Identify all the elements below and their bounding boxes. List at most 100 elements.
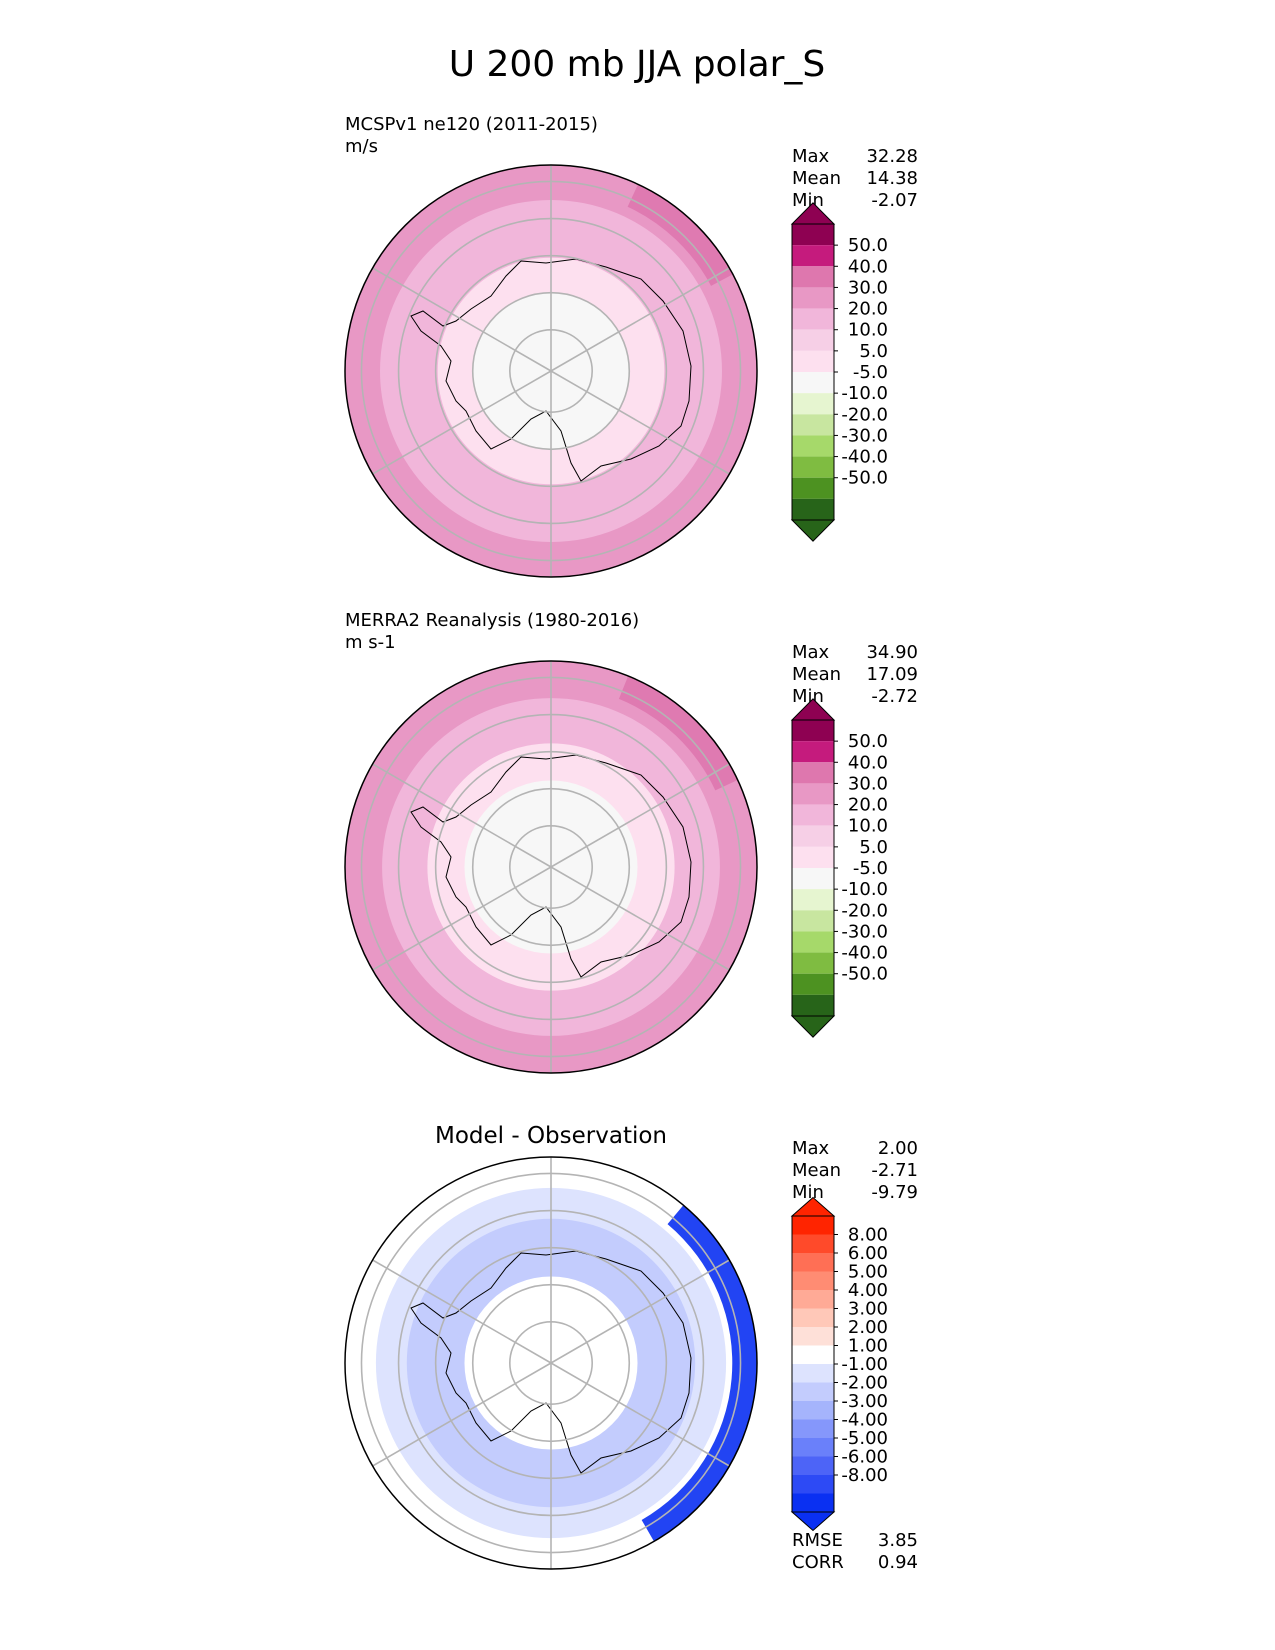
map-boundary <box>344 660 758 1074</box>
colorbar-tick-label: -10.0 <box>841 879 888 900</box>
jet-core-contour <box>618 672 742 791</box>
colorbar-tick-label: -1.00 <box>841 1354 888 1375</box>
stat-min-value: -9.79 <box>871 1182 918 1203</box>
colorbar-tick-label: -50.0 <box>841 964 888 985</box>
antarctica-coastline <box>410 1250 692 1474</box>
colorbar-tick-label: -2.00 <box>841 1373 888 1394</box>
meridian-120 <box>550 1362 730 1467</box>
colorbar-tick-label: -6.00 <box>841 1447 888 1468</box>
colorbar-tick-label: 40.0 <box>848 256 888 277</box>
polar-map-reference <box>344 660 758 1074</box>
colorbar-segment-8 <box>792 393 834 415</box>
colorbar-segment-13 <box>792 1456 834 1475</box>
colorbar-extend-bottom <box>790 519 836 542</box>
stat-mean-value: -2.71 <box>871 1160 918 1181</box>
map-field <box>345 661 757 1073</box>
colorbar-tick-label: -20.0 <box>841 900 888 921</box>
colorbar-tick-label: 40.0 <box>848 752 888 773</box>
colorbar-segment-15 <box>792 1493 834 1512</box>
colorbar-tick-label: 20.0 <box>848 299 888 320</box>
colorbar-tick-label: -40.0 <box>841 447 888 468</box>
colorbar-segment-9 <box>792 910 834 932</box>
colorbar-segment-2 <box>792 762 834 784</box>
colorbar-tick-label: -8.00 <box>841 1465 888 1486</box>
colorbar-segment-12 <box>792 477 834 499</box>
colorbar-segment-11 <box>792 1419 834 1438</box>
colorbar-tick-label: 2.00 <box>848 1317 888 1338</box>
stat-label-min: Min <box>792 1182 824 1203</box>
panel-difference-title: Model - Observation <box>435 1123 667 1149</box>
stat-mean-value: 17.09 <box>866 664 918 685</box>
colorbar-segment-0 <box>792 1216 834 1235</box>
panel-reference-title: MERRA2 Reanalysis (1980-2016) <box>345 610 639 631</box>
colorbar-difference: 8.006.005.004.003.002.001.00-1.00-2.00-3… <box>790 1196 888 1532</box>
stat-min-value: -2.07 <box>871 190 918 211</box>
meridian-60 <box>550 267 730 372</box>
colorbar-tick-label: -40.0 <box>841 943 888 964</box>
colorbar-segment-8 <box>792 1364 834 1383</box>
colorbar-segment-3 <box>792 1271 834 1290</box>
colorbar-segment-10 <box>792 931 834 953</box>
stat-label-max: Max <box>792 1138 830 1159</box>
colorbar-segment-1 <box>792 245 834 267</box>
colorbar-tick-label: -10.0 <box>841 383 888 404</box>
map-field <box>345 1157 757 1569</box>
colorbar-segment-10 <box>792 1401 834 1420</box>
colorbar-segment-12 <box>792 973 834 995</box>
panel-reference: MERRA2 Reanalysis (1980-2016) m s-1 Max … <box>344 610 918 1074</box>
colorbar-segment-13 <box>792 498 834 520</box>
colorbar-tick-label: 8.00 <box>848 1225 888 1246</box>
colorbar-segment-1 <box>792 1234 834 1253</box>
colorbar-tick-label: -5.00 <box>841 1428 888 1449</box>
colorbar-tick-label: 5.00 <box>848 1262 888 1283</box>
colorbar-tick-label: 6.00 <box>848 1243 888 1264</box>
colorbar-segment-1 <box>792 741 834 763</box>
colorbar-tick-label: 3.00 <box>848 1299 888 1320</box>
panel-reference-units: m s-1 <box>345 632 396 653</box>
meridian-60 <box>550 763 730 868</box>
colorbar-segment-8 <box>792 889 834 911</box>
meridian-120 <box>550 370 730 475</box>
colorbar-tick-label: -30.0 <box>841 921 888 942</box>
map-boundary <box>344 1156 758 1570</box>
metric-rmse-value: 3.85 <box>878 1530 918 1551</box>
colorbar-segment-9 <box>792 1382 834 1401</box>
colorbar-tick-label: -3.00 <box>841 1391 888 1412</box>
colorbar-segment-0 <box>792 224 834 246</box>
metric-corr-value: 0.94 <box>878 1552 918 1573</box>
panel-test-title: MCSPv1 ne120 (2011-2015) <box>345 114 598 135</box>
stat-label-max: Max <box>792 642 830 663</box>
meridian-300 <box>372 1259 552 1364</box>
colorbar-reference: 50.040.030.020.010.05.0-5.0-10.0-20.0-30… <box>790 698 888 1038</box>
colorbar-segment-14 <box>792 1475 834 1494</box>
polar-map-difference <box>344 1156 758 1570</box>
stat-label-mean: Mean <box>792 1160 841 1181</box>
metric-label-corr: CORR <box>792 1552 844 1573</box>
jet-core-contour <box>641 1202 757 1545</box>
colorbar-segment-5 <box>792 329 834 351</box>
panel-test: MCSPv1 ne120 (2011-2015) m/s Max Mean Mi… <box>344 114 918 578</box>
map-field <box>345 165 757 577</box>
stat-label-mean: Mean <box>792 168 841 189</box>
colorbar-segment-2 <box>792 1253 834 1272</box>
stat-label-mean: Mean <box>792 664 841 685</box>
stat-min-value: -2.72 <box>871 686 918 707</box>
colorbar-segment-4 <box>792 804 834 826</box>
colorbar-segment-0 <box>792 720 834 742</box>
panel-difference: Model - Observation Max Mean Min 2.00 -2… <box>344 1123 918 1573</box>
metric-label-rmse: RMSE <box>792 1530 843 1551</box>
colorbar-extend-bottom <box>790 1015 836 1038</box>
map-boundary <box>344 164 758 578</box>
colorbar-tick-label: -4.00 <box>841 1410 888 1431</box>
colorbar-tick-label: 1.00 <box>848 1336 888 1357</box>
colorbar-segment-11 <box>792 952 834 974</box>
colorbar-tick-label: -30.0 <box>841 425 888 446</box>
colorbar-tick-label: 10.0 <box>848 320 888 341</box>
meridian-300 <box>372 267 552 372</box>
colorbar-segment-7 <box>792 868 834 890</box>
meridian-120 <box>550 866 730 971</box>
colorbar-segment-6 <box>792 846 834 868</box>
colorbar-segment-10 <box>792 435 834 457</box>
colorbar-segment-11 <box>792 456 834 478</box>
